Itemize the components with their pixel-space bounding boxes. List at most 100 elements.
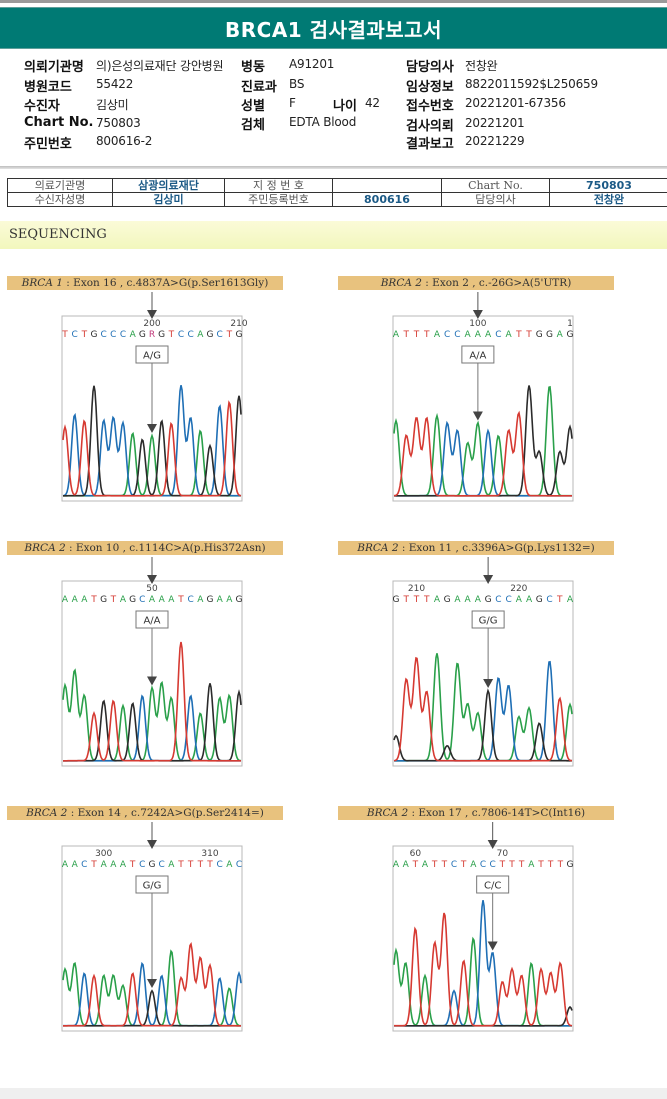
pointer-arrow-icon bbox=[487, 840, 498, 849]
trace-t bbox=[63, 641, 241, 762]
base-letter: C bbox=[444, 330, 450, 340]
variant-detail: : Exon 16 , c.4837A>G(p.Ser1613Gly) bbox=[62, 277, 269, 289]
base-letter: A bbox=[393, 330, 400, 340]
genotype-label: A/A bbox=[143, 616, 160, 627]
meta-cell-label: 수신자성명 bbox=[7, 192, 113, 207]
chart-no-value: 750803 bbox=[96, 116, 141, 130]
base-letter: T bbox=[129, 860, 136, 870]
receipt-no-label: 접수번호 bbox=[406, 99, 454, 114]
trace-t bbox=[63, 941, 241, 1027]
base-letter: G bbox=[536, 330, 543, 340]
trace-t bbox=[393, 410, 572, 497]
doctor-label: 담당의사 bbox=[406, 60, 454, 75]
chromatogram: 60 70A A T A T T C T A C C T T T A T T T GC/C bbox=[392, 822, 574, 1032]
genotype-arrow-icon bbox=[147, 979, 157, 988]
base-letter: G bbox=[567, 860, 574, 870]
variant-label: BRCA 2 : Exon 17 , c.7806-14T>C(Int16) bbox=[338, 806, 614, 820]
institution-label: 의뢰기관명 bbox=[24, 60, 84, 75]
report-title-bar: BRCA1 검사결과보고서 bbox=[0, 7, 667, 49]
report-date-value: 20221229 bbox=[465, 134, 525, 148]
variant-panel: BRCA 2 : Exon 11 , c.3396A>G(p.Lys1132=)… bbox=[331, 541, 631, 801]
pointer-arrow-icon bbox=[147, 840, 157, 849]
base-letter: C bbox=[505, 595, 511, 605]
base-letter: T bbox=[177, 860, 184, 870]
base-letter: A bbox=[434, 595, 441, 605]
variant-label: BRCA 2 : Exon 14 , c.7242A>G(p.Ser2414=) bbox=[7, 806, 283, 820]
base-letter: C bbox=[454, 330, 460, 340]
gene-name: BRCA 2 bbox=[24, 542, 66, 554]
base-letter: C bbox=[217, 330, 223, 340]
base-letter: C bbox=[159, 860, 165, 870]
base-letter: G bbox=[129, 595, 136, 605]
meta-cell-value: 750803 bbox=[549, 178, 667, 193]
base-letter: T bbox=[441, 860, 448, 870]
ward-value: A91201 bbox=[289, 57, 335, 71]
sex-label: 성별 bbox=[241, 99, 265, 114]
base-letter: G bbox=[207, 330, 214, 340]
base-letter: A bbox=[454, 595, 461, 605]
base-letter: A bbox=[62, 860, 69, 870]
base-letter: T bbox=[168, 330, 175, 340]
specimen-value: EDTA Blood bbox=[289, 115, 357, 129]
position-label: 200 bbox=[143, 319, 160, 329]
genotype-arrow-icon bbox=[472, 411, 483, 421]
report-title: BRCA1 검사결과보고서 bbox=[225, 17, 442, 42]
base-letter: A bbox=[159, 595, 166, 605]
base-letter: T bbox=[537, 860, 544, 870]
base-letter: T bbox=[197, 860, 204, 870]
base-letter: G bbox=[149, 860, 156, 870]
gene-name: BRCA 2 bbox=[366, 807, 409, 819]
genotype-label: G/G bbox=[479, 616, 498, 627]
meta-table: 의료기관명 삼광의료재단 지 정 번 호 Chart No. 750803 수신… bbox=[7, 178, 667, 207]
variant-detail: : Exon 2 , c.-26G>A(5'UTR) bbox=[421, 277, 572, 289]
base-letter: T bbox=[557, 860, 564, 870]
position-label: 210 bbox=[408, 584, 425, 594]
meta-cell-label: 의료기관명 bbox=[7, 178, 113, 193]
specimen-label: 검체 bbox=[241, 118, 265, 133]
recipient-value: 김상미 bbox=[96, 98, 129, 112]
sex-value: F bbox=[289, 96, 296, 110]
base-letter: G bbox=[236, 330, 243, 340]
pointer-arrow-icon bbox=[147, 310, 157, 319]
sequencing-section-header: SEQUENCING bbox=[0, 221, 667, 249]
position-label: 70 bbox=[497, 849, 509, 859]
base-letter: A bbox=[465, 595, 472, 605]
variant-panel: BRCA 2 : Exon 17 , c.7806-14T>C(Int16) 6… bbox=[331, 806, 631, 1066]
base-letter: A bbox=[168, 595, 175, 605]
base-letter: A bbox=[226, 860, 233, 870]
base-letter: C bbox=[495, 595, 501, 605]
genotype-arrow-icon bbox=[483, 679, 494, 688]
variant-detail: : Exon 11 , c.3396A>G(p.Lys1132=) bbox=[398, 542, 595, 554]
trace-g bbox=[63, 989, 241, 1027]
base-letter: T bbox=[518, 860, 525, 870]
base-letter: A bbox=[217, 595, 224, 605]
recipient-label: 수진자 bbox=[24, 99, 60, 114]
base-letter: A bbox=[465, 330, 472, 340]
variant-detail: : Exon 17 , c.7806-14T>C(Int16) bbox=[408, 807, 586, 819]
base-letter: A bbox=[72, 860, 79, 870]
base-letter: A bbox=[130, 330, 137, 340]
base-letter: A bbox=[557, 330, 564, 340]
base-letter: C bbox=[546, 595, 552, 605]
institution-value: 의)은성의료재단 강안병원 bbox=[96, 59, 224, 73]
request-date-label: 검사의뢰 bbox=[406, 119, 454, 134]
base-letter: A bbox=[226, 595, 233, 605]
base-letter: C bbox=[451, 860, 457, 870]
base-letter: A bbox=[120, 595, 127, 605]
genotype-label: A/G bbox=[143, 351, 161, 362]
base-letter: A bbox=[197, 330, 204, 340]
base-letter: G bbox=[567, 330, 574, 340]
base-letter: C bbox=[480, 860, 486, 870]
meta-table-row: 의료기관명 삼광의료재단 지 정 번 호 Chart No. 750803 bbox=[7, 178, 667, 193]
variant-label: BRCA 2 : Exon 2 , c.-26G>A(5'UTR) bbox=[338, 276, 614, 290]
sequencing-title: SEQUENCING bbox=[9, 227, 107, 242]
dept-label: 진료과 bbox=[241, 80, 277, 95]
base-letter: R bbox=[149, 330, 155, 340]
base-letter: C bbox=[188, 330, 194, 340]
variant-detail: : Exon 14 , c.7242A>G(p.Ser2414=) bbox=[67, 807, 264, 819]
age-value: 42 bbox=[365, 96, 380, 110]
variant-panel: BRCA 2 : Exon 2 , c.-26G>A(5'UTR) 100 1 A T… bbox=[331, 276, 631, 536]
trace-t bbox=[394, 912, 573, 1027]
position-label: 100 bbox=[469, 319, 486, 329]
